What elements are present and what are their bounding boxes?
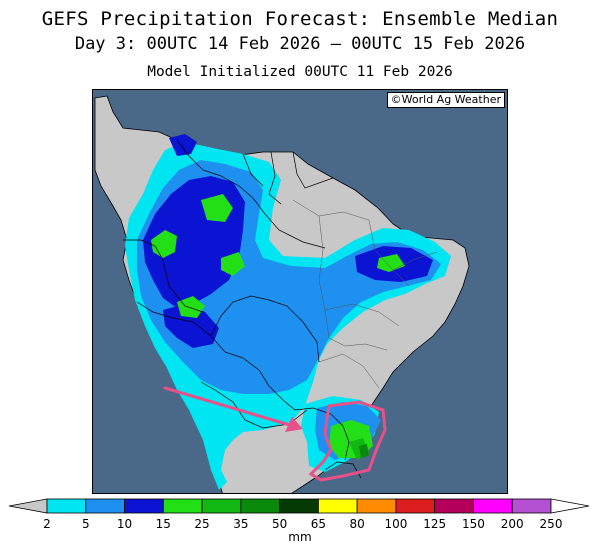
map-canvas bbox=[93, 90, 507, 493]
precip-15-25mm-d bbox=[221, 252, 245, 276]
colorbar-tick-label: 2 bbox=[43, 517, 51, 531]
colorbar: 2 5 10 15 25 35 50 65 80 100 125 150 200 250 bbox=[8, 498, 590, 531]
colorbar-swatch bbox=[317, 498, 358, 514]
colorbar-max-arrow bbox=[550, 498, 590, 514]
model-init-time: Model Initialized 00UTC 11 Feb 2026 bbox=[147, 64, 453, 80]
colorbar-tick-label: 10 bbox=[117, 517, 132, 531]
colorbar-tick-label: 150 bbox=[462, 517, 485, 531]
annotation-outline bbox=[308, 400, 387, 482]
precip-15-25mm-b bbox=[201, 194, 233, 222]
precip-10-15mm-amazon bbox=[163, 304, 219, 348]
colorbar-swatch bbox=[124, 498, 164, 514]
colorbar-swatch bbox=[473, 498, 513, 514]
colorbar-swatch bbox=[279, 498, 319, 514]
colorbar-tick-label: 35 bbox=[233, 517, 248, 531]
colorbar-swatch bbox=[434, 498, 474, 514]
colorbar-tick-label: 25 bbox=[194, 517, 209, 531]
country-borders bbox=[123, 139, 362, 479]
colorbar-tick-label: 100 bbox=[384, 517, 407, 531]
annotation-arrow bbox=[163, 386, 303, 432]
colorbar-swatch bbox=[85, 498, 125, 514]
precipitation-overlay bbox=[125, 134, 451, 490]
colorbar-tick-label: 65 bbox=[311, 517, 326, 531]
colorbar-swatch bbox=[162, 498, 203, 514]
colorbar-tick-label: 250 bbox=[540, 517, 563, 531]
colorbar-swatch bbox=[46, 498, 87, 514]
colorbar-tick-label: 125 bbox=[423, 517, 446, 531]
colorbar-swatch bbox=[201, 498, 242, 514]
colorbar-min-arrow bbox=[8, 498, 48, 514]
colorbar-swatch bbox=[356, 498, 397, 514]
precip-35-50mm bbox=[359, 444, 369, 458]
colorbar-swatch bbox=[395, 498, 436, 514]
colorbar-tick-label: 50 bbox=[272, 517, 287, 531]
precip-15-25mm-c bbox=[177, 296, 205, 318]
forecast-period: Day 3: 00UTC 14 Feb 2026 — 00UTC 15 Feb … bbox=[74, 34, 526, 54]
colorbar-swatch bbox=[240, 498, 281, 514]
state-borders bbox=[292, 199, 438, 389]
map-title: GEFS Precipitation Forecast: Ensemble Me… bbox=[41, 8, 559, 30]
colorbar-tick-label: 80 bbox=[350, 517, 365, 531]
colorbar-tick-label: 5 bbox=[82, 517, 90, 531]
precipitation-map: ©World Ag Weather bbox=[92, 89, 508, 494]
colorbar-swatch bbox=[511, 498, 552, 514]
precip-10-15mm-northwest bbox=[169, 134, 197, 156]
colorbar-units: mm bbox=[288, 530, 312, 544]
colorbar-tick-label: 15 bbox=[156, 517, 171, 531]
credit-label: ©World Ag Weather bbox=[386, 92, 505, 108]
colorbar-tick-label: 200 bbox=[501, 517, 524, 531]
